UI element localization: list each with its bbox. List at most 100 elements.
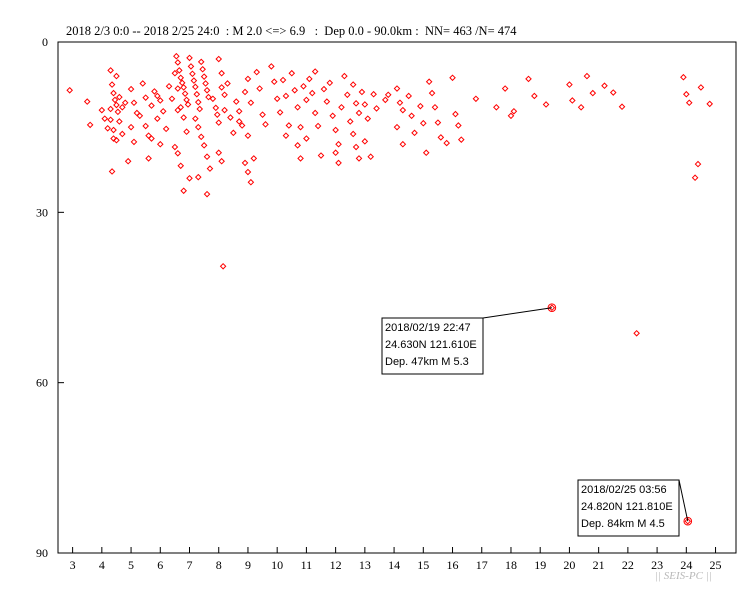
- highlighted-event-marker: [547, 303, 557, 313]
- quake-marker: [691, 174, 699, 182]
- quake-marker: [213, 111, 221, 118]
- quake-marker: [422, 149, 430, 157]
- quake-marker: [235, 118, 243, 125]
- quake-marker: [241, 159, 249, 167]
- quake-marker: [311, 68, 319, 75]
- quake-marker: [338, 103, 345, 111]
- quake-marker: [493, 103, 500, 111]
- x-tick-label: 11: [301, 558, 313, 572]
- quake-marker: [177, 162, 185, 170]
- quake-marker: [200, 142, 208, 149]
- x-tick-label: 8: [216, 558, 222, 572]
- quake-marker: [174, 59, 182, 66]
- seis-pc-watermark: || SEIS-PC ||: [655, 570, 712, 582]
- quake-marker: [187, 63, 195, 70]
- x-tick-label: 5: [128, 558, 134, 572]
- quake-marker: [178, 79, 186, 87]
- quake-marker: [306, 75, 313, 83]
- quake-marker: [247, 99, 255, 107]
- quake-marker: [174, 149, 182, 157]
- quake-marker: [349, 130, 357, 138]
- annotation-text-line: 24.630N 121.610E: [385, 339, 477, 351]
- quake-marker: [457, 136, 465, 143]
- quake-marker: [108, 81, 116, 88]
- quake-marker: [241, 88, 249, 96]
- quake-marker: [393, 123, 401, 131]
- quake-marker: [361, 138, 369, 145]
- quake-marker: [107, 67, 114, 74]
- quake-marker: [154, 92, 161, 100]
- quake-marker: [417, 102, 424, 110]
- quake-marker: [583, 72, 591, 80]
- annotation-box: [577, 479, 680, 537]
- quake-marker: [197, 133, 205, 141]
- x-tick-label: 18: [505, 558, 517, 572]
- quake-marker: [184, 101, 192, 108]
- quake-marker: [569, 97, 576, 104]
- quake-marker: [180, 84, 187, 91]
- quake-marker: [282, 92, 290, 100]
- quake-marker: [219, 262, 227, 270]
- quake-marker: [501, 85, 509, 92]
- quake-marker: [124, 157, 132, 165]
- quake-marker: [706, 100, 714, 108]
- x-tick-label: 21: [593, 558, 605, 572]
- quake-marker: [175, 67, 183, 74]
- quake-marker: [215, 55, 223, 63]
- quake-marker: [151, 88, 158, 95]
- quake-marker: [577, 103, 585, 111]
- quake-marker: [101, 115, 109, 122]
- annotation-leader-line: [482, 307, 552, 319]
- quake-marker: [326, 79, 334, 87]
- highlighted-event-marker: [683, 516, 693, 526]
- quake-marker: [294, 142, 301, 149]
- quake-marker: [256, 85, 263, 92]
- quake-marker: [384, 91, 392, 99]
- quake-marker: [434, 119, 442, 126]
- x-tick-label: 4: [99, 558, 105, 572]
- quake-marker: [685, 99, 693, 107]
- x-tick-label: 9: [245, 558, 251, 572]
- quake-marker: [180, 187, 187, 195]
- quake-marker: [355, 155, 363, 162]
- quake-marker: [110, 135, 117, 142]
- quake-marker: [364, 115, 372, 122]
- quake-marker: [548, 304, 556, 312]
- quake-marker: [114, 108, 122, 116]
- quake-marker: [294, 103, 301, 111]
- quake-marker: [341, 72, 348, 80]
- quake-marker: [452, 110, 459, 118]
- quake-marker: [297, 123, 304, 131]
- quake-marker: [346, 118, 354, 125]
- quake-marker: [250, 155, 258, 162]
- quake-marker: [253, 68, 261, 76]
- quake-marker: [148, 102, 155, 109]
- quake-marker: [194, 98, 202, 106]
- quake-marker: [98, 106, 106, 114]
- quake-marker: [244, 132, 252, 139]
- quake-marker: [472, 95, 480, 103]
- event-annotations: 2018/02/19 22:47 24.630N 121.610E Dep. 47k…: [381, 303, 693, 537]
- quake-marker: [174, 85, 182, 92]
- quake-marker: [323, 98, 331, 105]
- quake-marker: [174, 106, 182, 114]
- quake-marker: [148, 135, 155, 142]
- quake-marker: [186, 174, 193, 182]
- quake-marker: [344, 91, 351, 99]
- quake-marker: [285, 122, 293, 129]
- quake-marker: [156, 140, 164, 148]
- quake-marker: [215, 119, 223, 126]
- quake-marker: [118, 103, 126, 111]
- quake-marker: [192, 83, 199, 91]
- x-tick-label: 25: [710, 558, 722, 572]
- quake-marker: [183, 96, 190, 104]
- quake-marker: [171, 69, 179, 77]
- quake-marker: [382, 96, 389, 104]
- quake-marker: [127, 123, 135, 131]
- quake-marker: [197, 58, 205, 66]
- x-tick-label: 16: [447, 558, 459, 572]
- quake-marker: [684, 517, 692, 525]
- quake-marker: [218, 157, 225, 165]
- quake-marker: [589, 89, 597, 97]
